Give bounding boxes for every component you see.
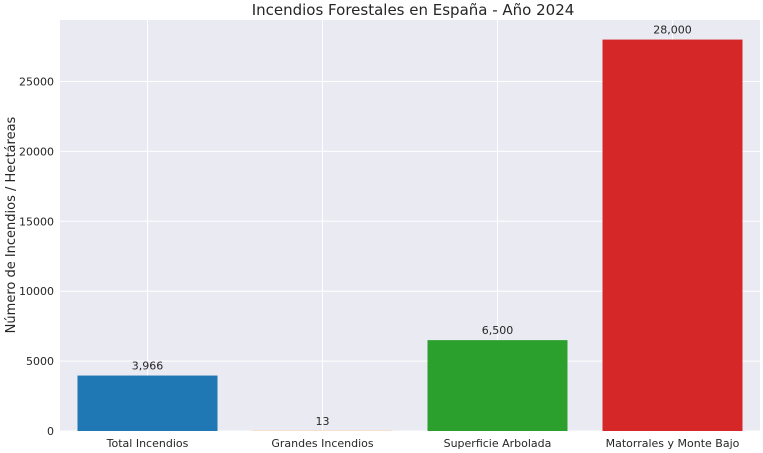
chart-title: Incendios Forestales en España - Año 202… — [252, 1, 575, 19]
bar-value-label: 6,500 — [482, 324, 514, 337]
x-tick-label: Grandes Incendios — [271, 437, 374, 450]
x-tick-labels: Total Incendios Grandes Incendios Superfic… — [106, 437, 740, 450]
y-tick-label: 25000 — [19, 76, 54, 89]
x-tick-label: Total Incendios — [106, 437, 189, 450]
x-tick-label: Superficie Arbolada — [444, 437, 552, 450]
y-tick-label: 15000 — [19, 215, 54, 228]
bar — [427, 340, 568, 431]
y-tick-labels: 0 5000 10000 15000 20000 25000 — [19, 76, 54, 438]
bar-value-label: 3,966 — [132, 360, 164, 373]
x-tick-label: Matorrales y Monte Bajo — [606, 437, 740, 450]
y-tick-label: 5000 — [26, 355, 54, 368]
bar — [602, 39, 743, 431]
bar-value-label: 13 — [316, 415, 330, 428]
y-tick-label: 10000 — [19, 285, 54, 298]
data-labels: 3,966 13 6,500 28,000 — [132, 24, 692, 428]
bar — [77, 375, 218, 431]
bar-value-label: 28,000 — [653, 24, 692, 37]
y-axis-label: Número de Incendios / Hectáreas — [4, 116, 19, 333]
y-tick-label: 20000 — [19, 145, 54, 158]
y-tick-label: 0 — [47, 425, 54, 438]
bars — [77, 39, 743, 431]
